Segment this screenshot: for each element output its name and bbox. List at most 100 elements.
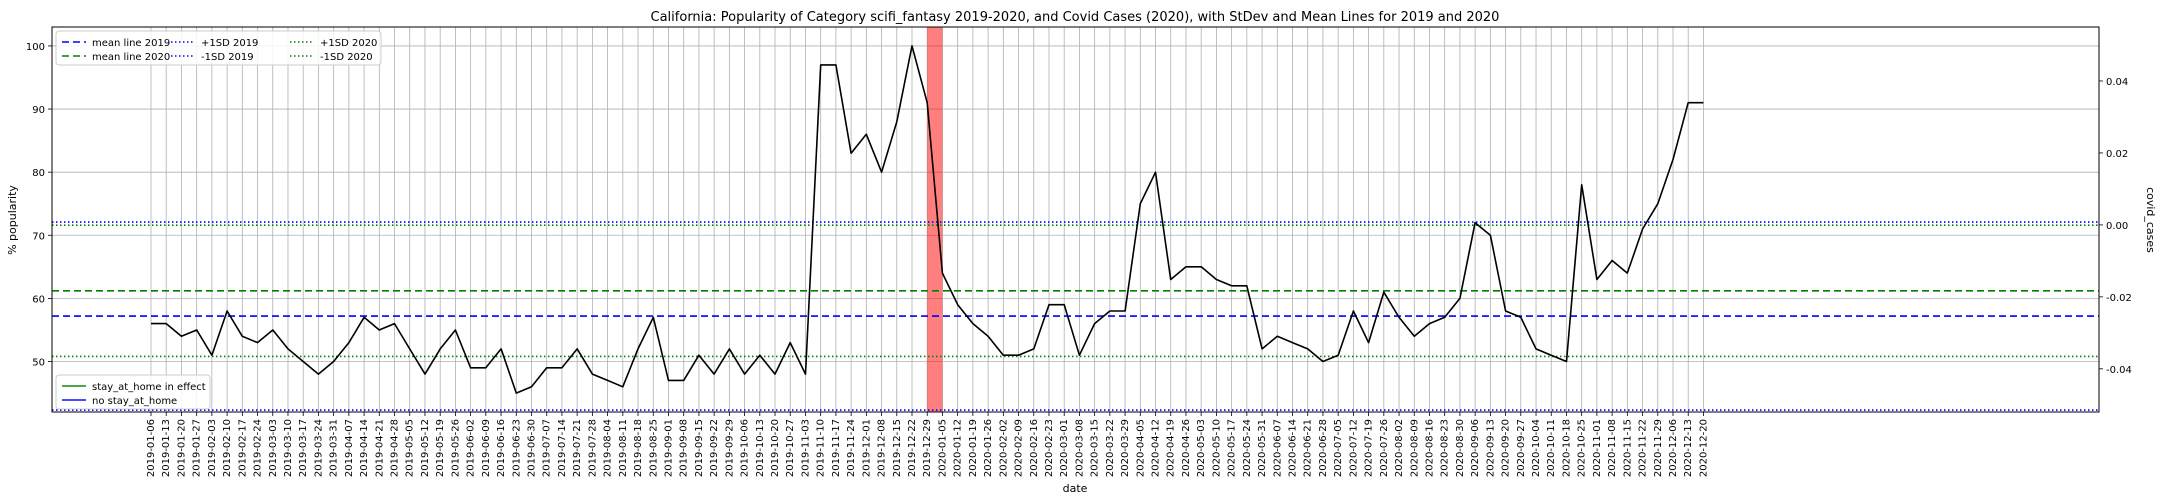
x-tick-label: 2020-03-29: [1120, 419, 1131, 477]
y2-axis-label: covid_cases: [2144, 187, 2157, 253]
x-tick-label: 2020-05-03: [1196, 419, 1207, 477]
y-tick-label: 70: [32, 231, 45, 242]
x-tick-label: 2020-04-12: [1151, 419, 1162, 477]
y2-tick-label: 0.04: [2106, 77, 2128, 88]
x-tick-label: 2019-03-03: [268, 419, 279, 477]
x-tick-label: 2019-01-27: [192, 419, 203, 477]
legend-top-label: +1SD 2020: [320, 38, 377, 49]
x-tick-label: 2020-07-26: [1379, 419, 1390, 477]
x-tick-label: 2019-02-10: [222, 419, 233, 477]
x-tick-label: 2020-08-30: [1455, 419, 1466, 477]
x-tick-label: 2020-12-13: [1683, 419, 1694, 477]
x-tick-label: 2020-08-02: [1394, 419, 1405, 477]
x-tick-label: 2019-05-12: [420, 419, 431, 477]
x-tick-label: 2020-01-12: [953, 419, 964, 477]
x-tick-label: 2020-10-11: [1546, 419, 1557, 477]
x-tick-label: 2020-09-06: [1470, 419, 1481, 477]
x-tick-label: 2020-07-05: [1333, 419, 1344, 477]
x-tick-label: 2020-02-09: [1014, 419, 1025, 477]
legend-top-label: mean line 2019: [92, 38, 170, 49]
x-tick-label: 2020-02-02: [998, 419, 1009, 477]
x-tick-label: 2019-03-17: [298, 419, 309, 477]
x-tick-label: 2020-08-09: [1409, 419, 1420, 477]
x-tick-label: 2020-04-26: [1181, 419, 1192, 477]
highlight-band-rect: [927, 27, 943, 412]
x-tick-label: 2020-01-05: [937, 419, 948, 477]
x-tick-label: 2020-01-19: [968, 419, 979, 477]
x-tick-label: 2019-02-03: [207, 419, 218, 477]
x-tick-label: 2019-08-04: [603, 419, 614, 477]
x-tick-label: 2019-06-30: [527, 419, 538, 477]
x-tick-label: 2020-06-21: [1303, 419, 1314, 477]
series-lines: [151, 45, 1704, 394]
x-tick-label: 2020-10-25: [1577, 419, 1588, 477]
x-tick-label: 2020-03-08: [1074, 419, 1085, 477]
x-tick-label: 2019-10-06: [740, 419, 751, 477]
x-tick-label: 2019-09-22: [709, 419, 720, 477]
x-tick-label: 2020-10-18: [1561, 419, 1572, 477]
plot-frame: [51, 26, 2100, 413]
x-tick-label: 2019-12-22: [907, 419, 918, 477]
x-tick-label: 2020-04-05: [1135, 419, 1146, 477]
x-tick-label: 2019-02-24: [253, 419, 264, 477]
x-tick-label: 2020-11-29: [1653, 419, 1664, 477]
x-tick-label: 2019-03-31: [329, 419, 340, 477]
legend-bottom-box: [55, 374, 211, 410]
x-tick-label: 2020-09-20: [1501, 419, 1512, 477]
legend-bottom: stay_at_home in effect no stay_at_home: [55, 374, 211, 410]
series-line: [151, 45, 1704, 394]
x-tick-label: 2019-08-11: [618, 419, 629, 477]
x-tick-label: 2019-02-17: [237, 419, 248, 477]
x-tick-label: 2019-12-01: [861, 419, 872, 477]
x-tick-label: 2020-05-31: [1257, 419, 1268, 477]
x-tick-label: 2019-12-29: [922, 419, 933, 477]
x-tick-label: 2019-11-24: [846, 419, 857, 477]
legend-top: mean line 2019 mean line 2020 +1SD 2019 -1S…: [55, 30, 382, 66]
x-tick-label: 2019-11-10: [816, 419, 827, 477]
x-tick-label: 2020-09-13: [1485, 419, 1496, 477]
x-tick-label: 2020-08-23: [1440, 419, 1451, 477]
x-tick-label: 2019-01-13: [161, 419, 172, 477]
x-tick-label: 2019-12-08: [877, 419, 888, 477]
y2-tick-label: 0.02: [2106, 149, 2128, 160]
x-tick-label: 2019-04-14: [359, 419, 370, 477]
y2-axis: -0.04 -0.02 0.00 0.02 0.04: [2099, 77, 2132, 376]
x-tick-label: 2020-01-26: [983, 419, 994, 477]
legend-top-label: -1SD 2020: [320, 52, 373, 63]
y2-tick-label: 0.00: [2106, 221, 2128, 232]
x-tick-label: 2020-11-22: [1638, 419, 1649, 477]
y2-tick-label: -0.02: [2106, 293, 2132, 304]
x-tick-label: 2019-06-09: [481, 419, 492, 477]
x-tick-label: 2019-06-23: [511, 419, 522, 477]
x-tick-label: 2019-09-01: [663, 419, 674, 477]
x-tick-label: 2020-07-19: [1364, 419, 1375, 477]
x-tick-label: 2020-06-28: [1318, 419, 1329, 477]
x-tick-label: 2019-07-07: [542, 419, 553, 477]
x-tick-label: 2019-07-14: [557, 419, 568, 477]
x-tick-label: 2019-01-20: [176, 419, 187, 477]
x-tick-label: 2020-02-23: [1044, 419, 1055, 477]
x-tick-label: 2020-05-17: [1227, 419, 1238, 477]
legend-bottom-label: no stay_at_home: [92, 396, 177, 407]
chart-title: California: Popularity of Category scifi…: [651, 10, 1500, 25]
x-tick-label: 2019-10-13: [755, 419, 766, 477]
x-tick-label: 2019-09-08: [679, 419, 690, 477]
x-tick-label: 2020-02-16: [1029, 419, 1040, 477]
x-tick-label: 2019-05-26: [450, 419, 461, 477]
x-axis: 2019-01-06 2019-01-13 2019-01-20 2019-01-27…: [146, 412, 1709, 477]
x-tick-label: 2020-08-16: [1424, 419, 1435, 477]
x-tick-label: 2020-05-10: [1211, 419, 1222, 477]
x-tick-label: 2020-09-27: [1516, 419, 1527, 477]
x-tick-label: 2019-06-02: [466, 419, 477, 477]
x-tick-label: 2019-11-03: [800, 419, 811, 477]
x-tick-label: 2020-04-19: [1166, 419, 1177, 477]
x-tick-label: 2020-12-06: [1668, 419, 1679, 477]
legend-top-label: mean line 2020: [92, 52, 170, 63]
x-tick-label: 2019-09-29: [724, 419, 735, 477]
y-axis: 50 60 70 80 90 100: [26, 42, 52, 369]
x-tick-label: 2019-05-05: [405, 419, 416, 477]
x-tick-label: 2020-06-07: [1272, 419, 1283, 477]
x-tick-label: 2020-03-22: [1105, 419, 1116, 477]
x-tick-label: 2019-09-15: [694, 419, 705, 477]
x-tick-label: 2019-08-25: [648, 419, 659, 477]
